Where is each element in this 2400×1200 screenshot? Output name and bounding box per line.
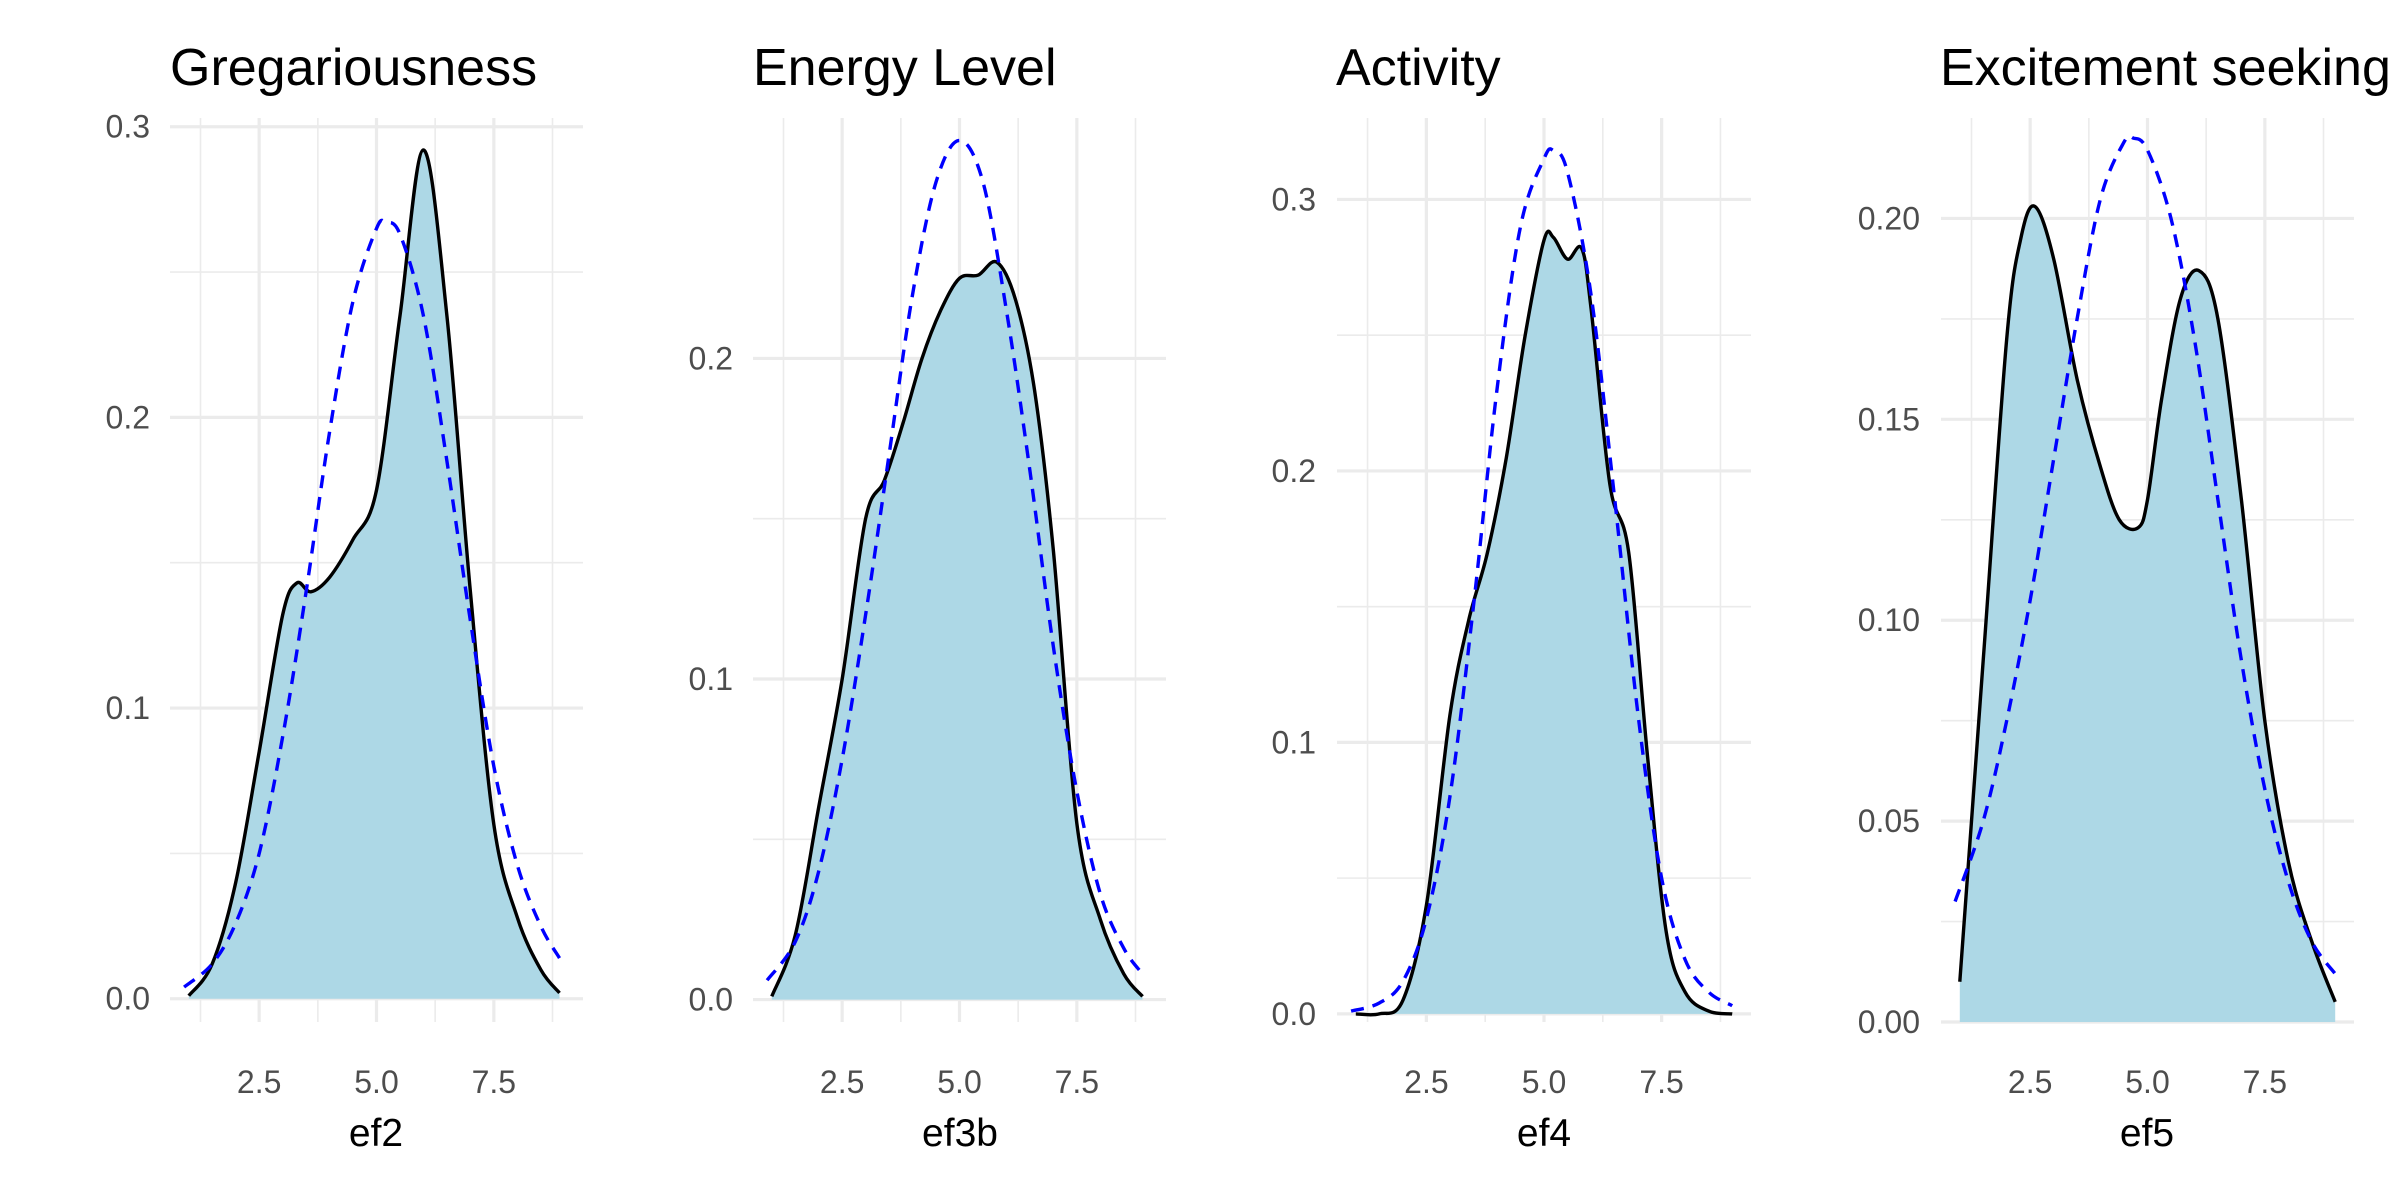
y-tick-label: 0.2 bbox=[689, 340, 733, 376]
y-tick-label: 0.1 bbox=[1272, 724, 1316, 760]
y-tick-label: 0.05 bbox=[1858, 803, 1920, 839]
density-curve bbox=[770, 259, 1144, 998]
panel-title: Activity bbox=[1336, 39, 1501, 97]
normal-curve bbox=[1350, 147, 1734, 1013]
density-curve bbox=[187, 148, 561, 997]
panel-gregariousness: 2.5 5.0 7.5 0.0 0.1 0.2 0.3 Gregariousness ef2 bbox=[106, 39, 583, 1155]
x-tick-label: 5.0 bbox=[937, 1064, 981, 1100]
panel-activity: 2.5 5.0 7.5 0.0 0.1 0.2 0.3 Activity ef4 bbox=[1272, 39, 1751, 1155]
x-tick-label: 5.0 bbox=[354, 1064, 398, 1100]
y-tick-label: 0.20 bbox=[1858, 200, 1920, 236]
y-tick-label: 0.0 bbox=[106, 981, 150, 1017]
x-tick-label: 5.0 bbox=[2125, 1064, 2169, 1100]
normal-curve bbox=[1953, 134, 2337, 975]
x-tick-label: 2.5 bbox=[237, 1064, 281, 1100]
density-area bbox=[1959, 205, 2336, 1022]
panel-title: Gregariousness bbox=[170, 39, 537, 97]
y-tick-label: 0.3 bbox=[106, 109, 150, 145]
x-axis-title: ef5 bbox=[2120, 1112, 2174, 1155]
y-tick-label: 0.15 bbox=[1858, 401, 1920, 437]
density-area bbox=[188, 150, 560, 999]
y-tick-label: 0.0 bbox=[689, 982, 733, 1018]
x-tick-label: 7.5 bbox=[1639, 1064, 1683, 1100]
density-area bbox=[1355, 231, 1733, 1015]
x-axis-title: ef2 bbox=[349, 1112, 403, 1155]
x-axis-title: ef3b bbox=[922, 1112, 998, 1155]
y-tick-label: 0.0 bbox=[1272, 996, 1316, 1032]
x-tick-label: 7.5 bbox=[472, 1064, 516, 1100]
x-axis-title: ef4 bbox=[1517, 1112, 1571, 1155]
x-tick-label: 2.5 bbox=[820, 1064, 864, 1100]
panel-title: Excitement seeking bbox=[1940, 39, 2391, 97]
panel-excitement-seeking: 2.5 5.0 7.5 0.00 0.05 0.10 0.15 0.20 Excitement … bbox=[1858, 39, 2391, 1155]
y-tick-label: 0.2 bbox=[106, 399, 150, 435]
y-tick-label: 0.2 bbox=[1272, 453, 1316, 489]
y-tick-label: 0.10 bbox=[1858, 602, 1920, 638]
panel-title: Energy Level bbox=[753, 39, 1057, 97]
y-tick-label: 0.1 bbox=[106, 690, 150, 726]
x-tick-label: 2.5 bbox=[2008, 1064, 2052, 1100]
x-tick-label: 2.5 bbox=[1404, 1064, 1448, 1100]
y-tick-label: 0.1 bbox=[689, 661, 733, 697]
density-curve bbox=[1355, 229, 1733, 1017]
x-tick-label: 5.0 bbox=[1522, 1064, 1566, 1100]
normal-curve bbox=[183, 218, 561, 989]
density-area bbox=[771, 261, 1143, 1000]
x-tick-label: 7.5 bbox=[2243, 1064, 2287, 1100]
density-curve bbox=[1958, 204, 2337, 1003]
x-tick-label: 7.5 bbox=[1055, 1064, 1099, 1100]
panel-energy-level: 2.5 5.0 7.5 0.0 0.1 0.2 Energy Level ef3b bbox=[689, 39, 1166, 1155]
y-tick-label: 0.00 bbox=[1858, 1004, 1920, 1040]
y-tick-label: 0.3 bbox=[1272, 181, 1316, 217]
